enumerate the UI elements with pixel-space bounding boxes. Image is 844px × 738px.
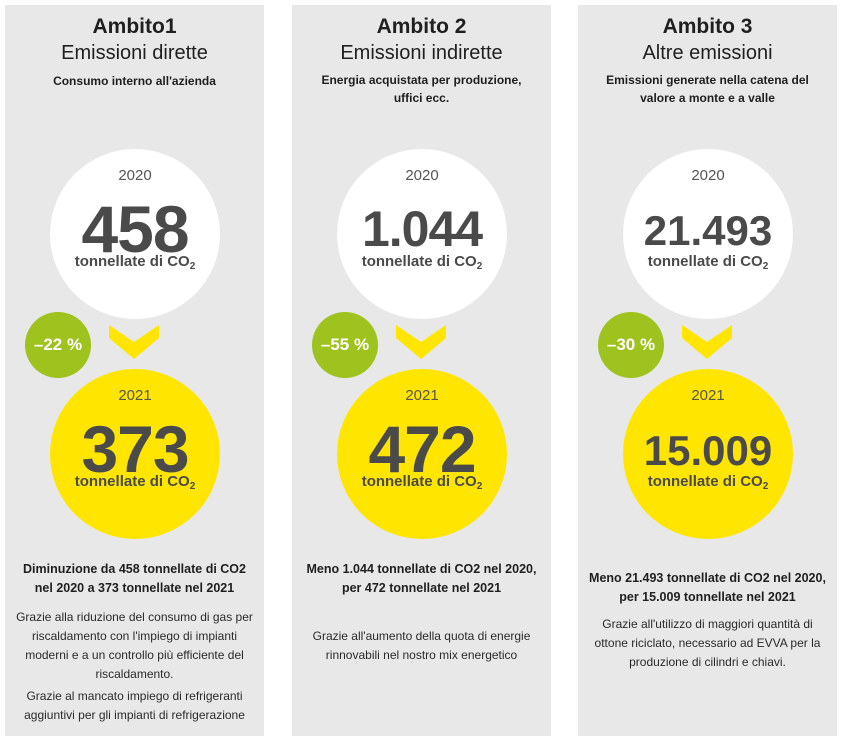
summary-text: Meno 1.044 tonnellate di CO2 nel 2020, p…: [306, 562, 537, 595]
panel-title: Ambito 2: [376, 15, 467, 38]
summary-text: Diminuzione da 458 tonnellate di CO2 nel…: [23, 562, 246, 595]
unit-label: tonnellate di CO2: [74, 473, 196, 492]
unit-label: tonnellate di CO2: [647, 473, 769, 492]
chevron-down-icon: [109, 325, 159, 359]
panel-title: Ambito1: [92, 15, 177, 38]
value-2021-circle: 2021 472 tonnellate di CO2: [337, 369, 507, 539]
year-label: 2021: [405, 387, 439, 404]
note-text: Grazie all'aumento della quota di energi…: [312, 629, 531, 662]
note-text: Grazie all'utilizzo di maggiori quantità…: [594, 617, 821, 669]
panel-subtitle: Altre emissioni: [642, 42, 773, 64]
value-2021: 15.009: [643, 427, 773, 474]
panel-description: Energia acquistata per produzione, uffic…: [321, 73, 522, 105]
change-badge: –22 %: [25, 312, 91, 378]
year-label: 2021: [691, 387, 725, 404]
value-2020-circle: 2020 21.493 tonnellate di CO2: [623, 149, 793, 319]
panel-description: Emissioni generate nella catena del valo…: [606, 73, 809, 105]
change-badge: –55 %: [312, 312, 378, 378]
value-2020: 458: [81, 192, 189, 266]
unit-label: tonnellate di CO2: [361, 253, 483, 272]
summary-text: Meno 21.493 tonnellate di CO2 nel 2020, …: [589, 571, 826, 604]
value-2021: 373: [81, 412, 189, 486]
chevron-down-icon: [396, 325, 446, 359]
scope2-panel: Ambito 2 Emissioni indirette Energia acq…: [292, 5, 551, 736]
scope3-panel: Ambito 3 Altre emissioni Emissioni gener…: [578, 5, 837, 736]
panel-subtitle: Emissioni indirette: [340, 42, 503, 64]
value-2021-circle: 2021 373 tonnellate di CO2: [50, 369, 220, 539]
change-badge: –30 %: [598, 312, 664, 378]
note-text: Grazie al mancato impiego di refrigerant…: [24, 689, 245, 722]
value-2020-circle: 2020 1.044 tonnellate di CO2: [337, 149, 507, 319]
panel-title: Ambito 3: [662, 15, 753, 38]
unit-label: tonnellate di CO2: [647, 253, 769, 272]
year-label: 2020: [691, 167, 725, 184]
note-text: Grazie alla riduzione del consumo di gas…: [16, 610, 253, 681]
value-2020-circle: 2020 458 tonnellate di CO2: [50, 149, 220, 319]
year-label: 2021: [118, 387, 152, 404]
year-label: 2020: [405, 167, 439, 184]
panel-subtitle: Emissioni dirette: [61, 42, 208, 64]
unit-label: tonnellate di CO2: [361, 473, 483, 492]
scope1-panel: Ambito1 Emissioni dirette Consumo intern…: [5, 5, 264, 736]
value-2021-circle: 2021 15.009 tonnellate di CO2: [623, 369, 793, 539]
value-2021: 472: [368, 412, 476, 486]
value-2020: 1.044: [361, 201, 483, 257]
chevron-down-icon: [682, 325, 732, 359]
panel-description: Consumo interno all'azienda: [53, 74, 216, 88]
unit-label: tonnellate di CO2: [74, 253, 196, 272]
year-label: 2020: [118, 167, 152, 184]
value-2020: 21.493: [643, 207, 773, 254]
